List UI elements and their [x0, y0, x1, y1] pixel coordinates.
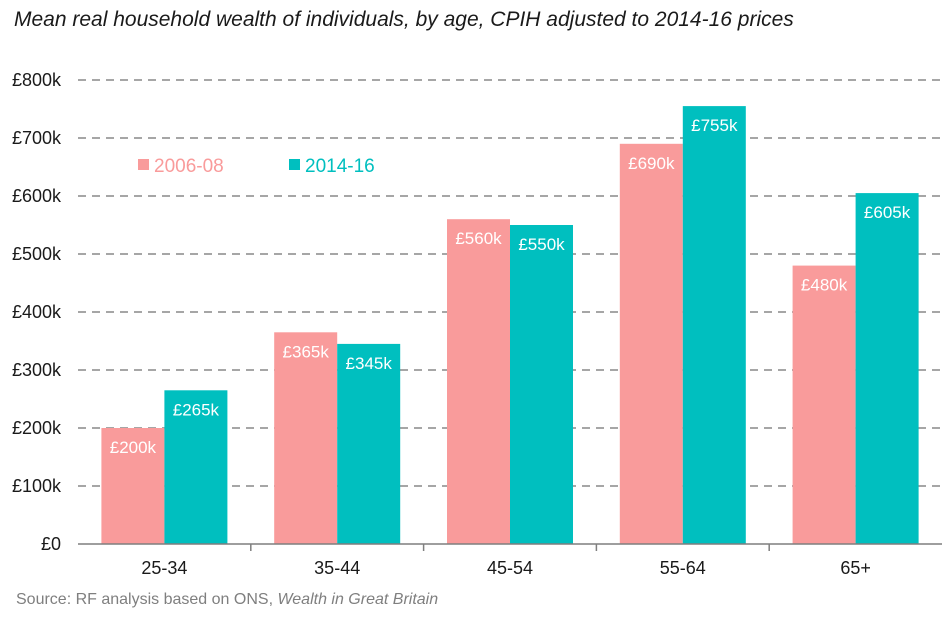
source-prefix: Source: RF analysis based on ONS, — [16, 591, 278, 608]
bar-label: £480k — [801, 276, 848, 295]
bar — [447, 219, 510, 544]
source-note: Source: RF analysis based on ONS, Wealth… — [16, 591, 438, 609]
bar-label: £550k — [518, 235, 565, 254]
bar — [619, 143, 683, 545]
x-axis-ticks: 25-34 35-44 45-54 55-64 65+ — [141, 544, 871, 578]
bar — [337, 343, 401, 544]
bar-label: £755k — [691, 116, 738, 135]
bar — [792, 265, 856, 544]
bar-label: £605k — [864, 203, 911, 222]
x-tick-label: 25-34 — [141, 558, 187, 578]
y-tick-label: £400k — [12, 302, 62, 322]
bars — [101, 106, 919, 545]
legend-label: 2014-16 — [305, 156, 375, 177]
legend-swatch — [138, 159, 149, 170]
x-tick-label: 35-44 — [314, 558, 360, 578]
bar-label: £365k — [283, 342, 330, 361]
y-axis-ticks: £0 £100k £200k £300k £400k £500k £600k £700k £80… — [12, 70, 62, 554]
y-tick-label: £800k — [12, 70, 62, 90]
bar — [682, 106, 746, 544]
bar-data-labels: £200k £265k £365k £345k £560k £550k £690k £755k… — [110, 116, 911, 457]
bar-label: £560k — [455, 229, 502, 248]
bar-label: £265k — [173, 400, 220, 419]
y-tick-label: £700k — [12, 128, 62, 148]
bar-label: £690k — [628, 154, 675, 173]
legend-swatch — [289, 159, 300, 170]
y-tick-label: £100k — [12, 476, 62, 496]
x-tick-label: 55-64 — [660, 558, 706, 578]
bar — [101, 428, 165, 544]
bar — [164, 390, 228, 544]
y-tick-label: £500k — [12, 244, 62, 264]
source-title: Wealth in Great Britain — [277, 591, 439, 608]
bar-label: £200k — [110, 438, 157, 457]
bar-label: £345k — [346, 354, 393, 373]
bar — [855, 193, 919, 544]
y-tick-label: £200k — [12, 418, 62, 438]
legend: 2006-08 2014-16 — [138, 156, 375, 177]
chart-title: Mean real household wealth of individual… — [14, 8, 794, 31]
legend-label: 2006-08 — [154, 156, 224, 177]
y-tick-label: £300k — [12, 360, 62, 380]
x-tick-label: 45-54 — [487, 558, 533, 578]
y-tick-label: £0 — [41, 534, 61, 554]
bar — [510, 225, 573, 544]
x-tick-label: 65+ — [840, 558, 871, 578]
bar — [274, 332, 338, 544]
y-tick-label: £600k — [12, 186, 62, 206]
